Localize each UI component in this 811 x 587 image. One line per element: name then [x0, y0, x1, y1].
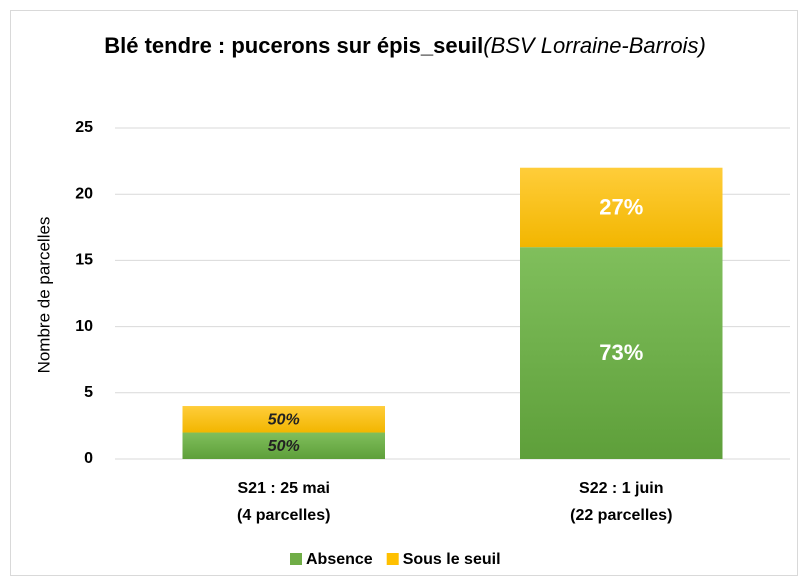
- y-tick-label: 20: [75, 185, 93, 202]
- title-main: Blé tendre : pucerons sur épis_seuil: [104, 33, 484, 58]
- y-axis-label: Nombre de parcelles: [34, 217, 53, 374]
- data-label: 27%: [599, 194, 643, 219]
- bar-segment: [520, 247, 723, 459]
- x-tick-label: (22 parcelles): [570, 507, 672, 524]
- x-tick-label: S21 : 25 mai: [238, 480, 331, 497]
- chart-frame: [10, 10, 798, 576]
- y-tick-label: 10: [75, 318, 93, 335]
- data-label: 50%: [268, 411, 300, 428]
- y-tick-label: 15: [75, 252, 93, 269]
- x-tick-label: (4 parcelles): [237, 507, 330, 524]
- bar-segment: [182, 406, 385, 433]
- y-tick-label: 5: [84, 384, 93, 401]
- legend-swatch: [386, 553, 399, 565]
- legend-label: Sous le seuil: [403, 551, 501, 568]
- title-note: (BSV Lorraine-Barrois): [483, 33, 706, 58]
- y-tick-label: 25: [75, 119, 93, 136]
- legend-swatch: [290, 553, 302, 565]
- data-label: 73%: [599, 340, 643, 365]
- legend-label: Absence: [306, 551, 373, 568]
- x-tick-label: S22 : 1 juin: [579, 480, 663, 497]
- chart-title: Blé tendre : pucerons sur épis_seuil(BSV…: [100, 30, 710, 62]
- bar-segment: [520, 167, 723, 248]
- bar-segment: [182, 432, 385, 459]
- data-label: 50%: [268, 438, 300, 455]
- y-tick-label: 0: [84, 450, 93, 467]
